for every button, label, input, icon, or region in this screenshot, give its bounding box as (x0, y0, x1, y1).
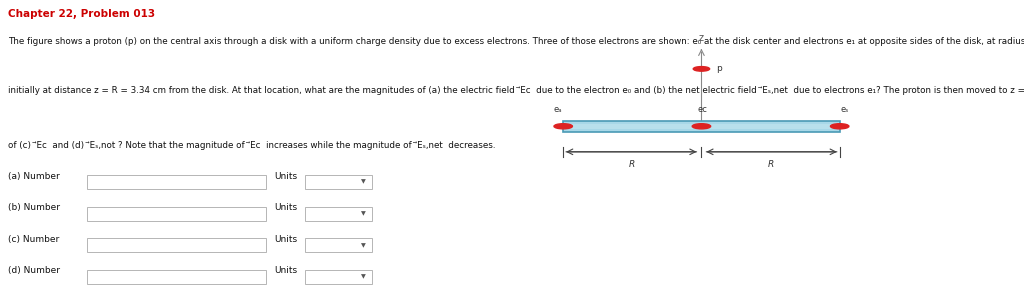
Text: Chapter 22, Problem 013: Chapter 22, Problem 013 (8, 9, 156, 19)
Bar (87, 207, 266, 221)
Text: z: z (699, 33, 703, 43)
Text: ▼: ▼ (361, 243, 366, 248)
Bar (87, 175, 266, 189)
Circle shape (830, 124, 849, 129)
Text: Units: Units (274, 266, 298, 275)
Text: (b) Number: (b) Number (8, 203, 60, 212)
Bar (87, 270, 266, 284)
Text: (c) Number: (c) Number (8, 235, 59, 244)
Text: Units: Units (274, 235, 298, 244)
Text: of (c)  ⃗Eᴄ  and (d)  ⃗Eₛ,not ? Note that the magnitude of  ⃗Eᴄ  increases while: of (c) ⃗Eᴄ and (d) ⃗Eₛ,not ? Note that t… (8, 141, 496, 150)
Bar (305, 175, 372, 189)
Text: ▼: ▼ (361, 211, 366, 216)
Bar (87, 238, 266, 252)
Text: Units: Units (274, 203, 298, 212)
Text: p: p (716, 64, 722, 73)
Text: ▼: ▼ (361, 274, 366, 279)
Text: eᴄ: eᴄ (697, 105, 708, 114)
Text: (d) Number: (d) Number (8, 266, 60, 275)
Text: (a) Number: (a) Number (8, 172, 60, 181)
Bar (305, 270, 372, 284)
Bar (563, 121, 840, 132)
Text: ▼: ▼ (361, 180, 366, 185)
Bar (565, 123, 838, 129)
Text: The figure shows a proton (p) on the central axis through a disk with a uniform : The figure shows a proton (p) on the cen… (8, 37, 1024, 46)
Text: eₛ: eₛ (841, 105, 849, 114)
Circle shape (692, 124, 711, 129)
Text: eₐ: eₐ (554, 105, 562, 114)
Circle shape (693, 67, 710, 71)
Bar (305, 238, 372, 252)
Bar (305, 207, 372, 221)
Circle shape (554, 124, 572, 129)
Text: initially at distance z = R = 3.34 cm from the disk. At that location, what are : initially at distance z = R = 3.34 cm fr… (8, 86, 1024, 95)
Text: R: R (767, 160, 774, 169)
Text: R: R (629, 160, 636, 169)
Text: Units: Units (274, 172, 298, 181)
